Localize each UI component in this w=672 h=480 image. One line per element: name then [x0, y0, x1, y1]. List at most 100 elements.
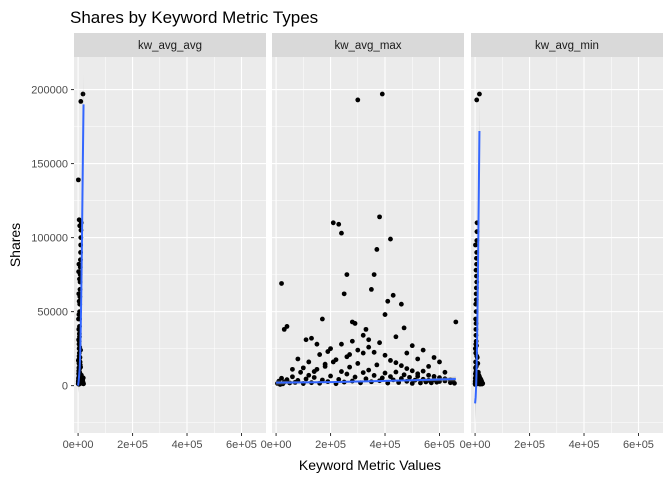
data-point: [390, 292, 396, 298]
x-tick-label: 0e+00: [261, 439, 292, 451]
y-tick-label: 0: [62, 381, 68, 393]
data-point: [344, 272, 350, 278]
y-tick-label: 150000: [31, 159, 68, 171]
data-point: [388, 374, 393, 379]
data-point: [347, 364, 353, 370]
data-point: [336, 377, 342, 382]
chart-title: Shares by Keyword Metric Types: [70, 8, 318, 27]
x-tick-label: 6e+05: [424, 439, 455, 451]
facet-strip-label: kw_avg_avg: [138, 40, 202, 52]
data-point: [442, 369, 448, 375]
data-point: [382, 352, 388, 358]
data-point: [385, 380, 391, 386]
facet-panel-kw-avg-avg: kw_avg_avg 0e+00 2e+05 4e+05 6e+05: [63, 33, 266, 451]
facet-strip: [471, 33, 663, 57]
data-point: [300, 365, 306, 371]
y-tick-label: 100000: [31, 233, 68, 245]
data-point: [393, 369, 399, 375]
data-point: [409, 343, 415, 349]
facet-strip: [272, 33, 464, 57]
x-tick-label: 2e+05: [514, 439, 545, 451]
data-point: [398, 301, 404, 307]
smooth-trend-line: [276, 377, 456, 384]
data-point: [420, 368, 426, 374]
x-tick-label: 2e+05: [117, 439, 148, 451]
y-tick-label: 200000: [31, 85, 68, 97]
data-point: [426, 363, 431, 369]
data-point: [311, 369, 317, 374]
x-tick-label: 4e+05: [370, 439, 401, 451]
data-point: [393, 360, 399, 366]
smooth-trend-line: [474, 131, 481, 404]
data-point: [409, 368, 415, 374]
data-point: [474, 97, 480, 103]
data-point: [306, 359, 312, 365]
facet-panels: 0 50000 100000 150000 200000 kw_avg_avg 0e+00 2…: [31, 33, 663, 451]
data-point: [339, 230, 344, 236]
x-tick-label: 4e+05: [172, 439, 203, 451]
data-point: [374, 362, 380, 368]
x-tick-label: 0e+00: [63, 439, 94, 451]
x-tick-label: 4e+05: [569, 439, 600, 451]
data-point: [407, 374, 412, 380]
x-tick-label: 0e+00: [460, 439, 491, 451]
data-point: [339, 369, 344, 374]
data-point: [76, 217, 82, 223]
data-point: [333, 357, 339, 363]
data-point: [420, 347, 426, 353]
data-point: [371, 272, 377, 278]
data-point: [437, 359, 442, 365]
data-point: [398, 363, 404, 369]
data-point: [360, 350, 366, 356]
data-point: [306, 372, 312, 378]
data-point: [76, 291, 82, 297]
data-point: [76, 269, 82, 275]
data-point: [352, 321, 358, 326]
x-axis-title: Keyword Metric Values: [299, 457, 441, 473]
data-point: [330, 220, 336, 226]
data-point: [319, 316, 325, 322]
data-point: [363, 326, 369, 332]
data-point: [295, 356, 301, 362]
data-point: [409, 381, 415, 386]
smooth-trend-line: [77, 104, 85, 386]
data-point: [379, 91, 385, 97]
data-point: [279, 281, 284, 286]
data-point: [371, 349, 377, 355]
data-point: [388, 236, 393, 242]
data-point: [328, 373, 333, 379]
data-point: [382, 312, 388, 317]
data-point: [80, 91, 86, 97]
data-point: [352, 374, 358, 380]
data-point: [385, 298, 391, 304]
y-tick-label: 50000: [37, 307, 68, 319]
data-point: [388, 358, 393, 363]
facet-panel-kw-avg-min: kw_avg_min 0e+00 2e+05 4e+05 6e+05: [460, 33, 663, 451]
data-point: [363, 376, 369, 382]
data-point: [366, 344, 372, 350]
data-point: [77, 223, 83, 229]
data-point: [322, 361, 328, 367]
data-point: [401, 325, 407, 331]
data-point: [78, 99, 84, 104]
data-point: [415, 356, 421, 362]
data-point: [360, 370, 366, 375]
data-point: [355, 347, 361, 353]
data-point: [431, 374, 437, 379]
data-point: [344, 354, 350, 360]
data-point: [377, 214, 382, 220]
data-point: [76, 316, 81, 322]
data-point: [431, 355, 437, 360]
data-point: [355, 97, 361, 103]
data-point: [401, 372, 407, 378]
data-point: [339, 341, 344, 347]
data-point: [284, 324, 290, 329]
data-point: [371, 373, 377, 378]
facet-strip-label: kw_avg_min: [535, 40, 599, 52]
data-point: [369, 287, 374, 292]
data-point: [309, 335, 314, 341]
data-point: [426, 372, 431, 378]
x-tick-label: 6e+05: [226, 439, 257, 451]
data-point: [360, 332, 366, 338]
